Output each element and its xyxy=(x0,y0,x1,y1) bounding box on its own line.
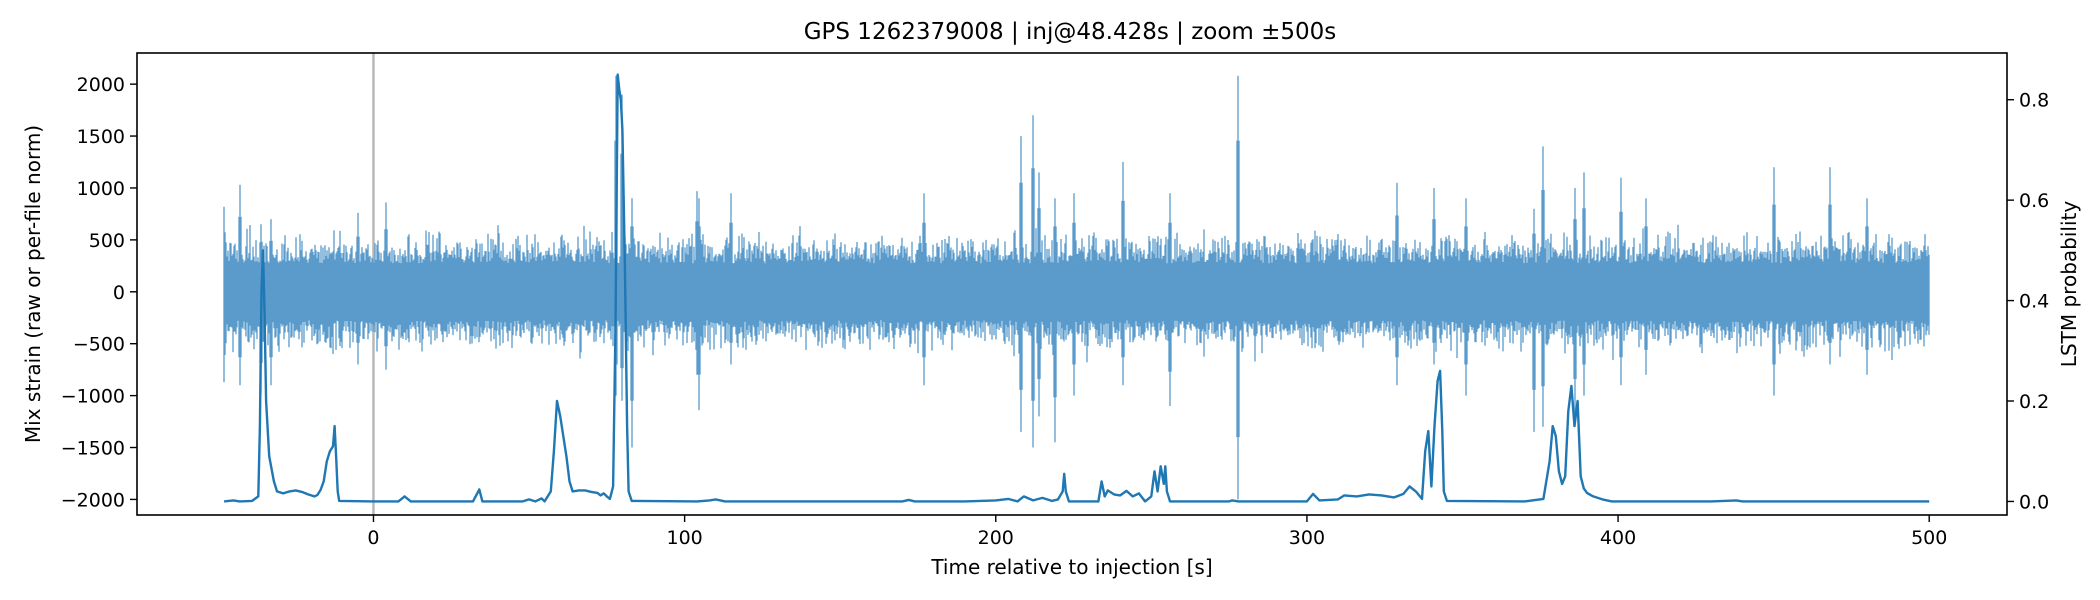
y-right-tick-label: 0.2 xyxy=(2019,391,2049,413)
plot-frame xyxy=(136,52,2008,516)
y-axis-left: −2000 −1500 −1000 −500 0 500 1000 1500 2000 xyxy=(61,74,137,511)
y-right-tick-label: 0.6 xyxy=(2019,190,2049,212)
y-right-tick-label: 0.0 xyxy=(2019,491,2049,513)
x-tick-label: 200 xyxy=(978,527,1014,549)
strain-trace xyxy=(223,75,1930,500)
x-tick-label: 500 xyxy=(1911,527,1947,549)
lstm-probability-series xyxy=(223,73,1930,503)
y-left-tick-label: −1500 xyxy=(61,438,125,460)
chart-title: GPS 1262379008 | inj@48.428s | zoom ±500… xyxy=(804,19,1337,45)
y-left-tick-label: −1000 xyxy=(61,386,125,408)
y-left-tick-label: 500 xyxy=(89,230,125,252)
y-left-tick-label: −2000 xyxy=(61,489,125,511)
lstm-probability-line xyxy=(223,73,1930,503)
y-left-tick-label: 0 xyxy=(113,282,125,304)
y-right-tick-label: 0.4 xyxy=(2019,291,2049,313)
y-left-tick-label: −500 xyxy=(73,334,125,356)
y-axis-right: 0.0 0.2 0.4 0.6 0.8 xyxy=(2007,90,2049,513)
y-left-tick-label: 2000 xyxy=(77,74,125,96)
y-right-tick-label: 0.8 xyxy=(2019,90,2049,112)
x-tick-label: 100 xyxy=(666,527,702,549)
y-left-tick-label: 1000 xyxy=(77,178,125,200)
x-tick-label: 300 xyxy=(1289,527,1325,549)
y-axis-left-label: Mix strain (raw or per-file norm) xyxy=(21,125,45,443)
y-axis-right-label: LSTM probability xyxy=(2057,201,2081,368)
x-tick-label: 0 xyxy=(367,527,379,549)
strain-series xyxy=(223,75,1930,500)
x-axis: 0 100 200 300 400 500 xyxy=(367,515,1947,549)
y-left-tick-label: 1500 xyxy=(77,126,125,148)
x-tick-label: 400 xyxy=(1600,527,1636,549)
x-axis-label: Time relative to injection [s] xyxy=(930,555,1212,579)
